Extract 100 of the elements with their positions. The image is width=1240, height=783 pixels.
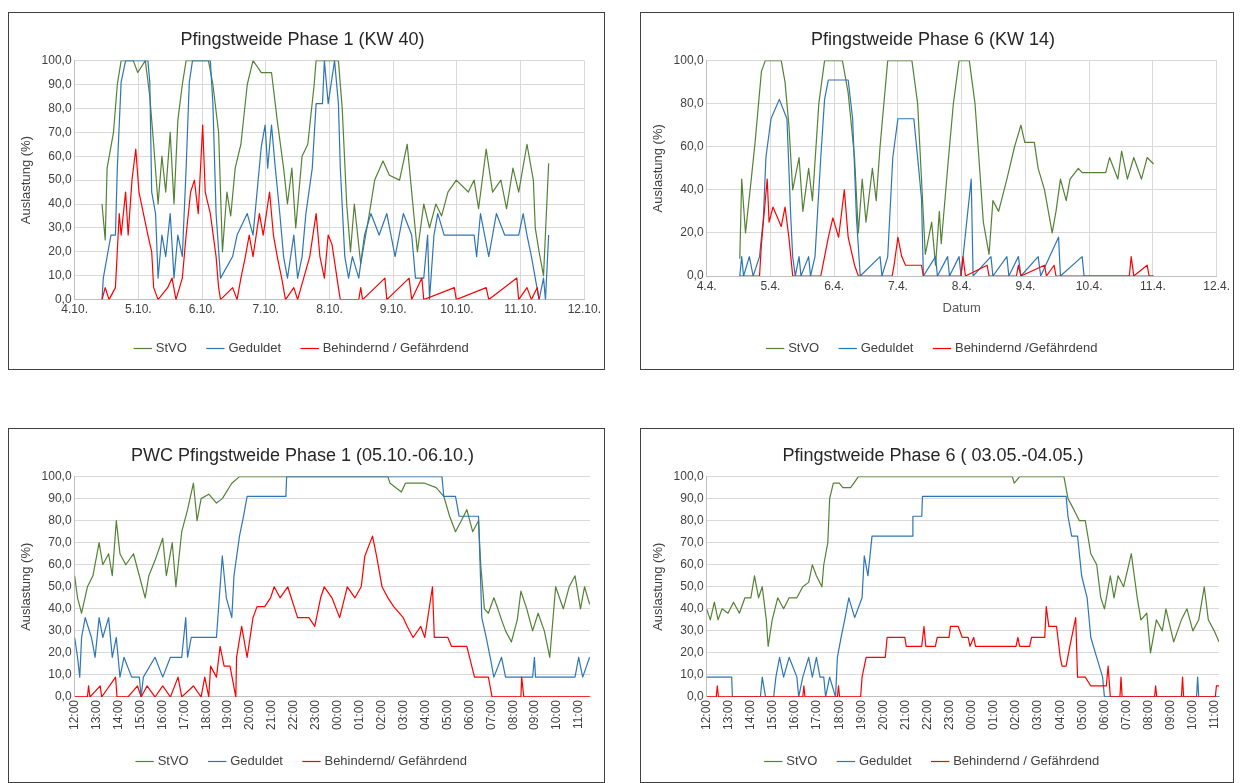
y-tick-label: 100,0	[41, 468, 72, 483]
x-tick-label: 8.10.	[316, 302, 343, 317]
y-axis-title: Auslastung (%)	[650, 124, 666, 213]
x-tick-label: 5.10.	[124, 302, 152, 317]
x-tick-label: 21:00	[264, 699, 279, 730]
x-tick-label: 08:00	[1140, 699, 1155, 730]
x-tick-label: 06:00	[461, 699, 476, 730]
y-tick-label: 10,0	[48, 667, 72, 682]
x-tick-label: 18:00	[198, 699, 213, 730]
y-axis-title: Auslastung (%)	[650, 542, 666, 631]
x-tick-label: 19:00	[853, 699, 868, 730]
legend-label: Geduldet	[858, 753, 913, 769]
x-tick-label: 10:00	[549, 699, 564, 730]
x-tick-label: 01:00	[352, 699, 367, 730]
x-tick-label: 05:00	[1074, 699, 1089, 730]
y-tick-label: 70,0	[680, 535, 704, 550]
y-tick-label: 40,0	[48, 601, 72, 616]
y-tick-label: 100,0	[41, 52, 72, 67]
x-tick-label: 04:00	[417, 699, 432, 730]
y-tick-label: 20,0	[680, 645, 704, 660]
x-tick-label: 06:00	[1096, 699, 1111, 730]
x-tick-label: 18:00	[831, 699, 846, 730]
x-tick-label: 10:00	[1185, 699, 1200, 730]
x-tick-label: 00:00	[964, 699, 979, 730]
y-axis-title: Auslastung (%)	[18, 542, 34, 631]
x-tick-label: 23:00	[308, 699, 323, 730]
y-axis-title: Auslastung (%)	[18, 136, 34, 225]
y-tick-label: 0,0	[54, 291, 72, 306]
y-tick-label: 60,0	[48, 148, 72, 163]
x-tick-label: 13:00	[721, 699, 736, 730]
x-tick-label: 03:00	[1030, 699, 1045, 730]
x-tick-label: 07:00	[483, 699, 498, 730]
y-tick-label: 60,0	[680, 139, 704, 154]
y-tick-label: 30,0	[48, 220, 72, 235]
chart-title: Pfingstweide Phase 6 ( 03.05.-04.05.)	[782, 444, 1084, 465]
x-tick-label: 09:00	[527, 699, 542, 730]
y-tick-label: 90,0	[680, 490, 704, 505]
x-tick-label: 22:00	[919, 699, 934, 730]
x-tick-label: 19:00	[220, 699, 235, 730]
legend-label: Geduldet	[228, 340, 282, 356]
x-tick-label: 9.4.	[1015, 278, 1036, 293]
legend-label: Geduldet	[860, 340, 914, 356]
x-tick-label: 12.10.	[567, 302, 602, 317]
x-tick-label: 12.4.	[1203, 278, 1231, 293]
chart-title: Pfingstweide Phase 6 (KW 14)	[810, 28, 1056, 49]
x-tick-label: 17:00	[176, 699, 191, 730]
y-tick-label: 50,0	[48, 172, 72, 187]
x-tick-label: 14:00	[743, 699, 758, 730]
legend-label: Behindernd /Gefährdend	[954, 340, 1098, 356]
y-tick-label: 40,0	[680, 601, 704, 616]
x-tick-label: 12:00	[66, 699, 81, 730]
legend-label: StVO	[786, 753, 818, 769]
legend-label: Behindernd/ Gefährdend	[324, 753, 467, 769]
legend-label: StVO	[155, 340, 187, 356]
x-tick-label: 23:00	[942, 699, 957, 730]
x-tick-label: 00:00	[330, 699, 345, 730]
x-tick-label: 14:00	[110, 699, 125, 730]
y-tick-label: 10,0	[680, 667, 704, 682]
x-tick-label: 15:00	[132, 699, 147, 730]
x-tick-label: 10.10.	[440, 302, 474, 317]
x-tick-label: 21:00	[897, 699, 912, 730]
x-tick-label: 02:00	[1008, 699, 1023, 730]
x-tick-label: 11:00	[1207, 699, 1222, 730]
x-tick-label: 17:00	[809, 699, 824, 730]
y-tick-label: 70,0	[48, 535, 72, 550]
x-tick-label: 5.4.	[760, 278, 781, 293]
y-tick-label: 60,0	[680, 557, 704, 572]
y-tick-label: 90,0	[48, 76, 72, 91]
y-tick-label: 100,0	[673, 468, 704, 483]
x-tick-label: 9.10.	[379, 302, 407, 317]
x-tick-label: 11:00	[571, 699, 586, 730]
x-tick-label: 04:00	[1052, 699, 1067, 730]
x-tick-label: 08:00	[505, 699, 520, 730]
x-tick-label: 03:00	[395, 699, 410, 730]
x-tick-label: 6.10.	[188, 302, 216, 317]
y-tick-label: 50,0	[48, 579, 72, 594]
x-tick-label: 8.4.	[951, 278, 972, 293]
x-tick-label: 20:00	[875, 699, 890, 730]
x-tick-label: 07:00	[1118, 699, 1133, 730]
y-tick-label: 40,0	[680, 182, 704, 197]
y-tick-label: 20,0	[48, 244, 72, 259]
x-tick-label: 16:00	[787, 699, 802, 730]
legend-label: Behindernd / Gefährdend	[322, 340, 469, 356]
x-tick-label: 01:00	[986, 699, 1001, 730]
y-tick-label: 40,0	[48, 196, 72, 211]
y-tick-label: 100,0	[673, 52, 704, 67]
x-tick-label: 20:00	[242, 699, 257, 730]
y-tick-label: 90,0	[48, 490, 72, 505]
x-tick-label: 09:00	[1163, 699, 1178, 730]
y-tick-label: 30,0	[680, 623, 704, 638]
legend-label: Behindernd / Gefährdend	[953, 753, 1100, 769]
y-tick-label: 80,0	[48, 512, 72, 527]
y-tick-label: 60,0	[48, 557, 72, 572]
y-tick-label: 30,0	[48, 623, 72, 638]
x-tick-label: 11.10.	[504, 302, 537, 317]
x-tick-label: 22:00	[286, 699, 301, 730]
y-tick-label: 20,0	[48, 645, 72, 660]
x-tick-label: 10.4.	[1075, 278, 1103, 293]
y-tick-label: 20,0	[680, 225, 704, 240]
x-tick-label: 16:00	[154, 699, 169, 730]
